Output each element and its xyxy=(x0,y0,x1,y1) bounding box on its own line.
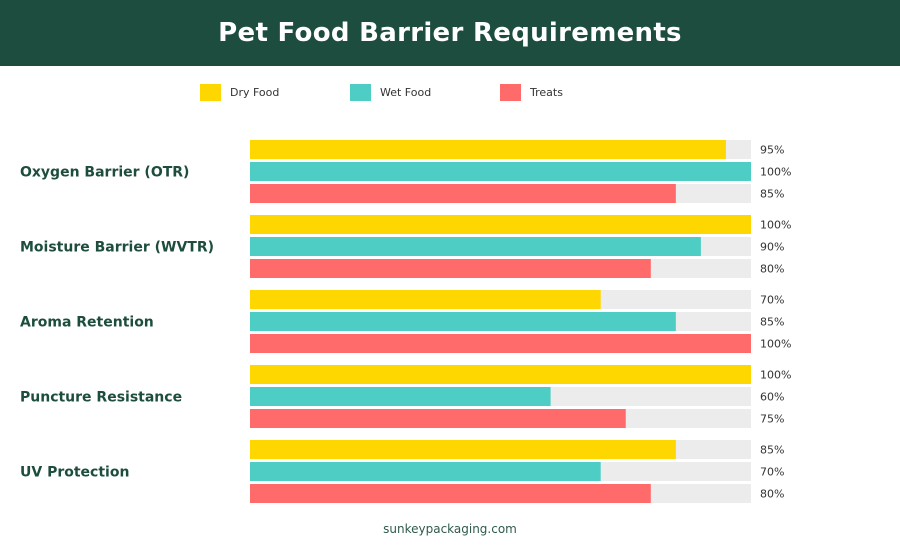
category-label-moisture-barrier-wvtr: Moisture Barrier (WVTR) xyxy=(20,240,214,256)
legend-swatch-dry-food xyxy=(200,84,221,101)
legend-swatch-wet-food xyxy=(350,84,371,101)
chart-title: Pet Food Barrier Requirements xyxy=(218,18,682,48)
bar-moisture-barrier-wvtr-wet-food xyxy=(250,237,701,256)
category-label-puncture-resistance: Puncture Resistance xyxy=(20,390,182,406)
bar-oxygen-barrier-otr-wet-food xyxy=(250,162,751,181)
value-label-moisture-barrier-wvtr-dry-food: 100% xyxy=(760,219,791,232)
bar-puncture-resistance-treats xyxy=(250,409,626,428)
value-label-uv-protection-dry-food: 85% xyxy=(760,444,784,457)
legend-label-dry-food: Dry Food xyxy=(230,86,280,99)
category-label-aroma-retention: Aroma Retention xyxy=(20,315,154,331)
value-label-puncture-resistance-treats: 75% xyxy=(760,413,784,426)
value-label-moisture-barrier-wvtr-treats: 80% xyxy=(760,263,784,276)
value-label-puncture-resistance-wet-food: 60% xyxy=(760,391,784,404)
bar-moisture-barrier-wvtr-dry-food xyxy=(250,215,751,234)
legend-item-wet-food: Wet Food xyxy=(350,84,431,101)
legend-swatch-treats xyxy=(500,84,521,101)
bar-uv-protection-dry-food xyxy=(250,440,676,459)
bar-uv-protection-treats xyxy=(250,484,651,503)
value-label-aroma-retention-dry-food: 70% xyxy=(760,294,784,307)
bar-oxygen-barrier-otr-treats xyxy=(250,184,676,203)
value-label-uv-protection-treats: 80% xyxy=(760,488,784,501)
category-label-oxygen-barrier-otr: Oxygen Barrier (OTR) xyxy=(20,165,189,181)
bar-oxygen-barrier-otr-dry-food xyxy=(250,140,726,159)
value-label-aroma-retention-treats: 100% xyxy=(760,338,791,351)
value-label-uv-protection-wet-food: 70% xyxy=(760,466,784,479)
value-label-oxygen-barrier-otr-treats: 85% xyxy=(760,188,784,201)
legend-label-treats: Treats xyxy=(530,86,563,99)
legend-item-treats: Treats xyxy=(500,84,563,101)
value-label-oxygen-barrier-otr-dry-food: 95% xyxy=(760,144,784,157)
value-label-moisture-barrier-wvtr-wet-food: 90% xyxy=(760,241,784,254)
value-label-oxygen-barrier-otr-wet-food: 100% xyxy=(760,166,791,179)
bar-puncture-resistance-dry-food xyxy=(250,365,751,384)
bar-moisture-barrier-wvtr-treats xyxy=(250,259,651,278)
value-label-puncture-resistance-dry-food: 100% xyxy=(760,369,791,382)
category-label-uv-protection: UV Protection xyxy=(20,465,129,481)
bar-uv-protection-wet-food xyxy=(250,462,601,481)
footer-source: sunkeypackaging.com xyxy=(383,522,517,536)
legend-item-dry-food: Dry Food xyxy=(200,84,279,101)
chart-legend: Dry Food Wet Food Treats xyxy=(0,84,900,104)
bar-puncture-resistance-wet-food xyxy=(250,387,551,406)
legend-label-wet-food: Wet Food xyxy=(380,86,432,99)
bar-aroma-retention-dry-food xyxy=(250,290,601,309)
bar-aroma-retention-treats xyxy=(250,334,751,353)
chart-header: Pet Food Barrier Requirements xyxy=(0,0,900,66)
value-label-aroma-retention-wet-food: 85% xyxy=(760,316,784,329)
bar-aroma-retention-wet-food xyxy=(250,312,676,331)
